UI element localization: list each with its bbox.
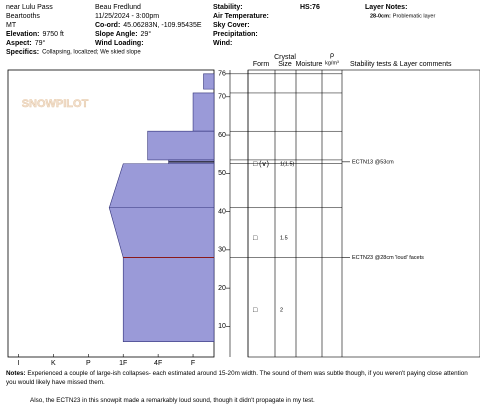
y-tick-label: 10 [218,323,226,330]
x-tick-label: K [51,360,56,367]
layer [203,73,215,90]
y-tick-label: 60 [218,132,226,139]
y-tick-label: 76 [218,71,226,78]
label: Co-ord: [95,22,120,29]
col-header: Form [253,61,270,68]
grain-form: □ [253,307,258,314]
col-header: ρ [330,52,334,59]
text: 11/25/2024 - 3:00pm [95,13,159,20]
x-tick-label: F [191,360,195,367]
snow-profile: near Lulu Pass Beartooths MT Elevation: 9750… [6,4,480,367]
x-tick-label: 4F [154,360,162,367]
text: near Lulu Pass [6,4,53,11]
text: Collapsing, localized; We skied slope [42,50,141,56]
label: Slope Angle: [95,31,138,38]
label: Precipitation: [213,31,258,38]
y-tick-label: 70 [218,94,226,101]
y-tick-label: 50 [218,170,226,177]
watermark: SNOWPILOT [22,98,89,110]
col-header: kg/m³ [325,60,339,66]
x-tick-label: 1F [119,360,127,367]
grain-size: 2 [280,307,283,313]
test-label: ECTN23 @28cm 'loud' facets [352,255,424,261]
text: 45.06283N, -109.95435E [123,22,202,29]
col-header: Moisture [296,61,323,68]
layer [108,163,215,209]
label: Stability: [213,4,243,11]
notes-text: Experienced a couple of large-ish collap… [6,370,468,386]
text: 9750 ft [42,31,63,38]
text: Problematic layer [393,13,436,19]
text: 29° [141,30,152,38]
notes-label: Notes: [6,370,26,377]
x-tick-label: P [86,360,91,367]
col-header: Crystal [274,54,296,61]
col-header: Size [278,61,292,68]
y-tick-label: 40 [218,208,226,215]
text: Beartooths [6,13,40,20]
grain-size: 1.5 [280,235,288,241]
grain-form: □ [253,235,258,242]
y-tick-label: 20 [218,285,226,292]
label: Specifics: [6,49,39,56]
label: Air Temperature: [213,13,269,20]
text: MT [6,22,17,29]
label: Aspect: [6,40,32,47]
notes-text: Also, the ECTN23 in this snowpit made a … [30,397,315,404]
label: HS:76 [300,4,320,11]
label: 28-0cm: [370,13,391,19]
layer [122,257,215,342]
x-tick-label: I [17,360,19,367]
label: Sky Cover: [213,22,250,29]
table-frame [247,69,480,358]
text: 79° [35,39,46,47]
label: Wind Loading: [95,40,144,47]
col-header: Stability tests & Layer comments [350,61,452,68]
text: Beau Fredlund [95,4,141,11]
layer [192,92,215,132]
layer [147,130,215,161]
label: Layer Notes: [365,4,407,11]
grain-form: □ (∨) [253,161,269,168]
grain-size: 1(1.5) [280,162,295,168]
y-tick-label: 30 [218,247,226,254]
layer [108,207,215,258]
label: Elevation: [6,31,39,38]
test-label: ECTN13 @53cm [352,159,394,165]
label: Wind: [213,40,232,47]
notes: Notes: Experienced a couple of large-ish… [6,369,474,387]
